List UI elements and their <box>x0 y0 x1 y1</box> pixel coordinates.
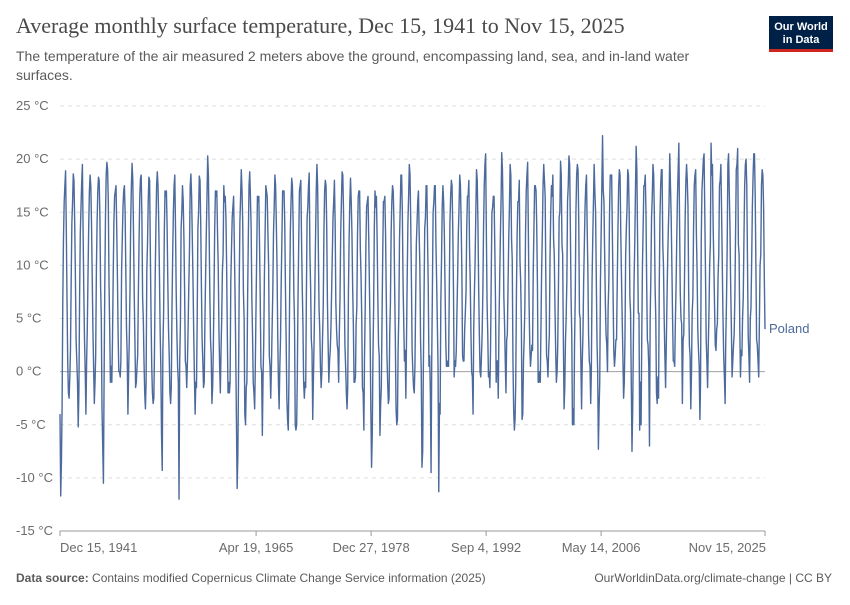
y-tick-label: 10 °C <box>16 257 49 272</box>
logo[interactable]: Our World in Data <box>769 16 833 52</box>
logo-bar <box>769 49 833 52</box>
series-label[interactable]: Poland <box>769 321 809 336</box>
y-tick-label: 0 °C <box>16 364 41 379</box>
chart-subtitle-line: The temperature of the air measured 2 me… <box>16 48 690 64</box>
source-label: Data source: <box>16 571 89 585</box>
x-tick-label: Sep 4, 1992 <box>451 540 521 555</box>
logo-box <box>769 16 833 52</box>
y-tick-label: -5 °C <box>16 417 46 432</box>
series-line <box>59 135 766 500</box>
y-tick-label: 20 °C <box>16 151 49 166</box>
x-tick-label: Dec 15, 1941 <box>60 540 137 555</box>
source: Data source: Contains modified Copernicu… <box>16 571 486 585</box>
source-text: Contains modified Copernicus Climate Cha… <box>92 571 486 585</box>
y-tick-label: -15 °C <box>16 523 53 538</box>
url[interactable]: OurWorldinData.org/climate-change | CC B… <box>594 571 832 585</box>
x-tick-label: Dec 27, 1978 <box>332 540 409 555</box>
y-tick-label: -10 °C <box>16 470 53 485</box>
chart-title: Average monthly surface temperature, Dec… <box>16 13 625 38</box>
y-tick-label: 5 °C <box>16 311 41 326</box>
plot-area: -15 °C -10 °C -5 °C 0 °C 5 °C 10 °C 15 °C 20 °C… <box>16 98 809 555</box>
logo-text: in Data <box>783 34 821 46</box>
y-tick-label: 25 °C <box>16 98 49 113</box>
x-tick-label: Apr 19, 1965 <box>219 540 293 555</box>
x-tick-label: Nov 15, 2025 <box>689 540 766 555</box>
chart-subtitle-line: surfaces. <box>16 67 73 83</box>
x-tick-label: May 14, 2006 <box>562 540 641 555</box>
logo-text: Our World <box>774 21 828 33</box>
y-tick-label: 15 °C <box>16 204 49 219</box>
